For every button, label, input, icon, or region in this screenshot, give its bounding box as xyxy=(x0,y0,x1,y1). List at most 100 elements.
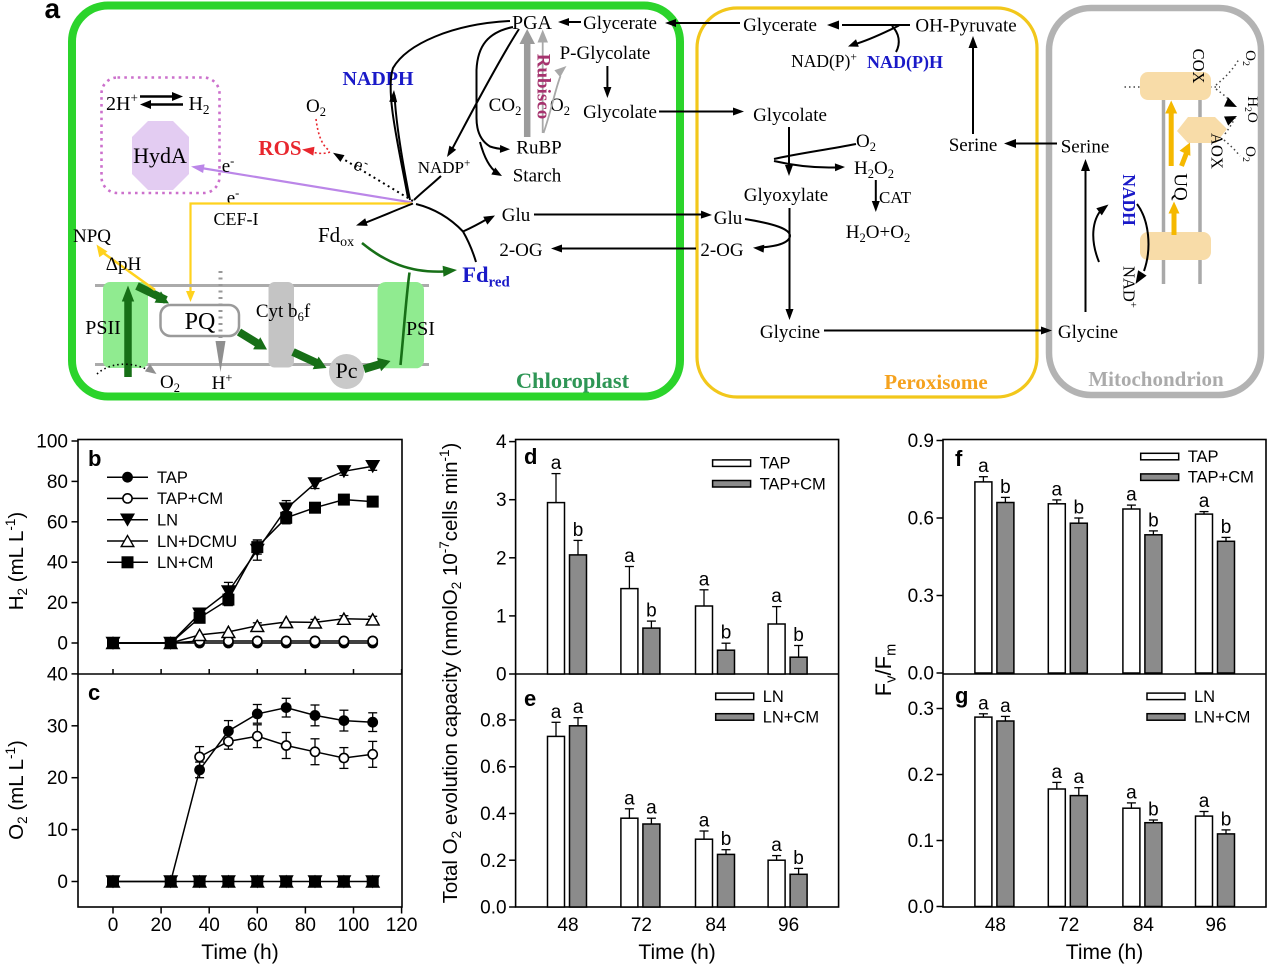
svg-text:AOX: AOX xyxy=(1208,133,1227,169)
svg-text:Cyt b6f: Cyt b6f xyxy=(256,301,311,324)
svg-text:b: b xyxy=(721,829,732,850)
svg-text:a: a xyxy=(551,453,562,474)
svg-text:Glycolate: Glycolate xyxy=(583,102,657,123)
svg-text:40: 40 xyxy=(47,664,68,685)
svg-text:e: e xyxy=(524,686,536,711)
svg-text:TAP: TAP xyxy=(760,455,791,473)
svg-text:a: a xyxy=(1126,782,1137,803)
svg-text:a: a xyxy=(1074,767,1085,788)
svg-text:0: 0 xyxy=(57,872,68,893)
svg-text:10: 10 xyxy=(47,820,68,841)
svg-text:b: b xyxy=(793,625,804,646)
svg-text:Glu: Glu xyxy=(502,205,531,226)
svg-text:b: b xyxy=(646,601,657,622)
svg-text:48: 48 xyxy=(985,915,1006,936)
svg-text:H2O+O2: H2O+O2 xyxy=(846,222,910,245)
svg-text:PSI: PSI xyxy=(406,318,435,340)
svg-text:PQ: PQ xyxy=(185,309,216,335)
svg-text:NADPH: NADPH xyxy=(342,68,414,90)
svg-text:LN+CM: LN+CM xyxy=(1194,709,1250,727)
svg-text:0: 0 xyxy=(108,915,119,936)
svg-text:2-OG: 2-OG xyxy=(499,240,543,261)
svg-text:0.2: 0.2 xyxy=(480,851,506,872)
svg-text:LN: LN xyxy=(1194,688,1215,706)
svg-text:b: b xyxy=(1148,800,1159,821)
svg-text:2: 2 xyxy=(496,548,507,569)
svg-text:PGA: PGA xyxy=(512,12,553,34)
svg-text:20: 20 xyxy=(47,768,68,789)
svg-text:Total O2 evolution capacity (n: Total O2 evolution capacity (nmolO2 10-7… xyxy=(437,443,464,904)
svg-text:a: a xyxy=(699,811,710,832)
svg-text:0.0: 0.0 xyxy=(908,664,934,685)
svg-text:Peroxisome: Peroxisome xyxy=(884,370,987,394)
svg-text:84: 84 xyxy=(705,915,727,936)
svg-text:LN+DCMU: LN+DCMU xyxy=(157,533,237,551)
svg-text:g: g xyxy=(955,683,968,708)
svg-text:60: 60 xyxy=(47,512,68,533)
svg-text:Fdred: Fdred xyxy=(462,262,510,291)
svg-text:Time (h): Time (h) xyxy=(1066,941,1143,964)
svg-text:0.0: 0.0 xyxy=(908,897,934,918)
svg-text:LN: LN xyxy=(763,688,784,706)
svg-text:NAD(P)+: NAD(P)+ xyxy=(791,50,857,71)
svg-text:2-OG: 2-OG xyxy=(700,240,744,261)
svg-text:a: a xyxy=(978,456,989,477)
svg-text:H2O: H2O xyxy=(1242,96,1260,123)
svg-text:a: a xyxy=(45,0,61,24)
svg-text:0.6: 0.6 xyxy=(908,509,934,530)
svg-text:ΔpH: ΔpH xyxy=(106,254,142,275)
svg-text:84: 84 xyxy=(1133,915,1155,936)
svg-text:96: 96 xyxy=(1205,915,1226,936)
svg-text:UQ: UQ xyxy=(1170,173,1191,201)
svg-text:CAT: CAT xyxy=(879,188,912,207)
svg-text:Serine: Serine xyxy=(1061,137,1110,158)
svg-text:96: 96 xyxy=(778,915,799,936)
svg-text:b: b xyxy=(1148,510,1159,531)
svg-text:40: 40 xyxy=(47,553,68,574)
svg-text:TAP: TAP xyxy=(157,469,188,487)
svg-text:0.6: 0.6 xyxy=(480,757,506,778)
svg-text:40: 40 xyxy=(199,915,220,936)
svg-text:100: 100 xyxy=(338,915,370,936)
svg-text:b: b xyxy=(1000,477,1011,498)
svg-text:0.3: 0.3 xyxy=(908,586,934,607)
svg-text:P-Glycolate: P-Glycolate xyxy=(560,43,651,64)
svg-text:a: a xyxy=(646,798,657,819)
svg-text:a: a xyxy=(624,788,635,809)
svg-text:RuBP: RuBP xyxy=(516,138,561,159)
svg-text:NPQ: NPQ xyxy=(73,226,111,247)
svg-text:a: a xyxy=(624,546,635,567)
svg-text:0.0: 0.0 xyxy=(480,898,506,919)
svg-text:0: 0 xyxy=(57,634,68,655)
svg-text:a: a xyxy=(1199,491,1210,512)
svg-text:NADH: NADH xyxy=(1119,174,1139,226)
svg-text:CEF-I: CEF-I xyxy=(214,209,259,229)
svg-text:60: 60 xyxy=(247,915,268,936)
svg-text:72: 72 xyxy=(631,915,652,936)
svg-text:H2O2: H2O2 xyxy=(854,158,894,181)
svg-text:3: 3 xyxy=(496,490,507,511)
svg-text:48: 48 xyxy=(557,915,578,936)
svg-text:0.8: 0.8 xyxy=(480,711,506,732)
svg-text:Rubisco: Rubisco xyxy=(533,54,554,119)
svg-text:TAP+CM: TAP+CM xyxy=(1188,469,1254,487)
svg-text:CO2: CO2 xyxy=(489,95,522,118)
svg-text:NAD(P)H: NAD(P)H xyxy=(867,52,943,73)
svg-text:Serine: Serine xyxy=(949,135,998,156)
svg-text:0.4: 0.4 xyxy=(480,804,507,825)
svg-text:100: 100 xyxy=(36,432,68,453)
svg-text:b: b xyxy=(88,446,101,471)
svg-text:ROS: ROS xyxy=(258,136,301,160)
svg-text:20: 20 xyxy=(151,915,172,936)
svg-text:Glycerate: Glycerate xyxy=(583,13,657,34)
svg-text:Glycine: Glycine xyxy=(1058,322,1118,343)
svg-text:a: a xyxy=(699,569,710,590)
svg-text:LN+CM: LN+CM xyxy=(763,709,819,727)
svg-text:20: 20 xyxy=(47,593,68,614)
svg-text:0.1: 0.1 xyxy=(908,831,934,852)
svg-text:HydA: HydA xyxy=(133,143,187,168)
svg-text:a: a xyxy=(978,693,989,714)
svg-text:TAP+CM: TAP+CM xyxy=(760,475,826,493)
svg-text:80: 80 xyxy=(295,915,316,936)
svg-text:TAP: TAP xyxy=(1188,448,1219,466)
